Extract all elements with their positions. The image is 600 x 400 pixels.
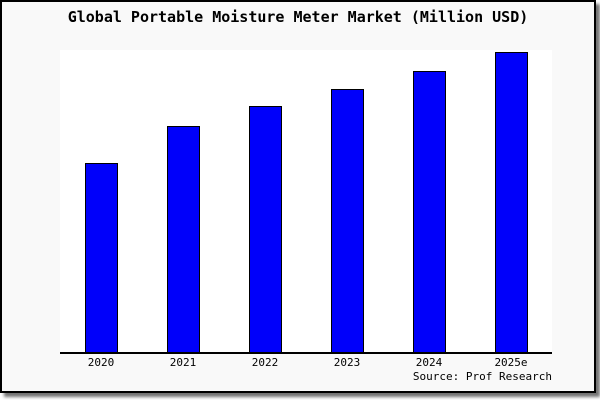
x-tick-label-2024: 2024: [415, 356, 443, 369]
bar-slot-2024: [388, 50, 470, 352]
x-tick-label-2025e: 2025e: [494, 356, 528, 369]
bar-slot-2022: [224, 50, 306, 352]
bar-slot-2023: [306, 50, 388, 352]
bar-slot-2025e: [470, 50, 552, 352]
bar-2025e: [494, 52, 528, 352]
x-tick-label-2023: 2023: [333, 356, 361, 369]
x-tick-label-2022: 2022: [251, 356, 279, 369]
chart-card: Global Portable Moisture Meter Market (M…: [0, 0, 596, 393]
x-axis-labels: 2020 2021 2022 2023 2024 2025e: [60, 356, 552, 369]
bar-slot-2021: [142, 50, 224, 352]
bar-2024: [412, 70, 446, 352]
bar-slot-2020: [60, 50, 142, 352]
x-tick-label-2021: 2021: [169, 356, 197, 369]
bar-2022: [248, 106, 282, 352]
source-text: Source: Prof Research: [412, 370, 552, 383]
bar-2021: [166, 126, 200, 352]
bar-2020: [84, 163, 118, 352]
bar-2023: [330, 88, 364, 352]
x-tick-label-2020: 2020: [87, 356, 115, 369]
plot-area: [60, 50, 552, 354]
chart-title: Global Portable Moisture Meter Market (M…: [67, 8, 529, 26]
